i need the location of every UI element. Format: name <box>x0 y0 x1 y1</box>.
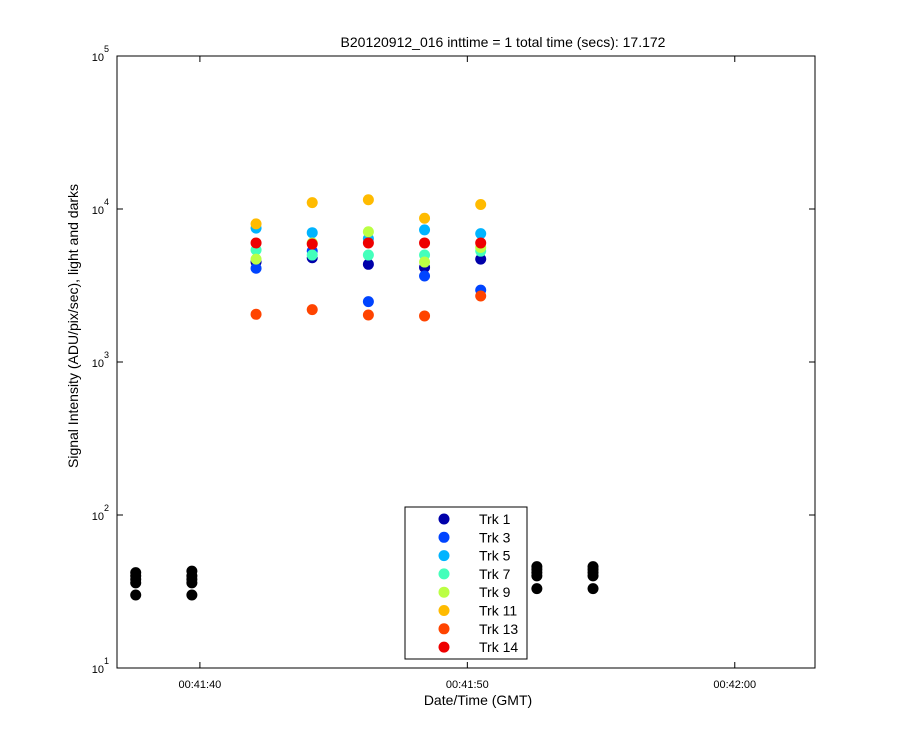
data-point <box>587 561 599 573</box>
legend-marker <box>438 531 450 543</box>
legend-marker <box>438 623 450 635</box>
data-point <box>130 589 142 601</box>
data-point <box>250 218 262 230</box>
chart-title: B20120912_016 inttime = 1 total time (se… <box>341 34 666 50</box>
y-tick-exponent: 4 <box>104 197 109 207</box>
legend-label: Trk 13 <box>479 621 518 637</box>
legend-label: Trk 5 <box>479 548 511 564</box>
y-tick-exponent: 3 <box>104 350 109 360</box>
data-point <box>306 249 318 261</box>
legend: Trk 1 Trk 3 Trk 5 Trk 7 Trk 9 Trk 11 Trk 13 Trk… <box>404 506 528 660</box>
data-point <box>419 310 431 322</box>
legend-marker <box>438 586 450 598</box>
y-tick-label: 10 <box>92 205 104 217</box>
series-trk-14 <box>250 237 487 250</box>
legend-marker <box>438 641 450 653</box>
legend-label: Trk 7 <box>479 566 511 582</box>
data-point <box>419 224 431 236</box>
data-point <box>250 253 262 265</box>
legend-marker <box>438 550 450 562</box>
y-tick-exponent: 2 <box>104 503 109 513</box>
legend-marker <box>438 568 450 580</box>
x-tick-label: 00:42:00 <box>713 679 756 691</box>
data-point <box>306 238 318 250</box>
legend-label: Trk 1 <box>479 511 511 527</box>
series-trk-11 <box>250 194 487 230</box>
data-point <box>362 249 374 261</box>
x-tick-label: 00:41:50 <box>446 679 489 691</box>
data-point <box>475 290 487 302</box>
data-point <box>250 308 262 320</box>
legend-label: Trk 11 <box>479 603 517 619</box>
data-point <box>475 228 487 240</box>
data-point <box>306 227 318 239</box>
y-tick-exponent: 1 <box>104 656 109 666</box>
data-point <box>531 583 543 595</box>
y-tick-label: 10 <box>92 358 104 370</box>
legend-box <box>404 506 528 660</box>
y-tick-label: 10 <box>92 511 104 523</box>
data-point <box>362 226 374 238</box>
data-point <box>186 589 198 601</box>
data-point <box>362 258 374 270</box>
series-trk-13 <box>250 290 487 322</box>
data-point <box>587 583 599 595</box>
data-point <box>250 237 262 249</box>
y-tick-label: 10 <box>92 52 104 64</box>
data-point <box>186 565 198 577</box>
data-point <box>475 199 487 211</box>
y-tick-label: 10 <box>92 664 104 676</box>
data-point <box>250 262 262 274</box>
data-point <box>419 237 431 249</box>
data-point <box>531 561 543 573</box>
legend-label: Trk 3 <box>479 529 511 545</box>
legend-marker <box>438 513 450 525</box>
series-darks <box>130 561 599 601</box>
data-point <box>362 309 374 321</box>
data-point <box>130 567 142 579</box>
data-point <box>419 270 431 282</box>
y-tick-exponent: 5 <box>104 44 109 54</box>
data-point <box>419 212 431 224</box>
y-axis-label: Signal Intensity (ADU/pix/sec), light an… <box>65 184 81 468</box>
data-point <box>362 194 374 206</box>
legend-marker <box>438 605 450 616</box>
data-point <box>475 253 487 265</box>
data-point <box>306 197 318 209</box>
data-point <box>306 304 318 316</box>
data-point <box>362 296 374 308</box>
x-tick-label: 00:41:40 <box>178 679 221 691</box>
data-point <box>475 237 487 249</box>
data-point <box>362 237 374 249</box>
legend-label: Trk 14 <box>479 639 518 655</box>
data-point <box>419 256 431 268</box>
x-axis-label: Date/Time (GMT) <box>424 692 532 708</box>
legend-label: Trk 9 <box>479 584 511 600</box>
